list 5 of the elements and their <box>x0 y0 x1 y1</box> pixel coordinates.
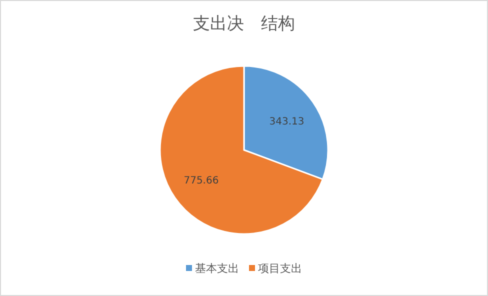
legend-label: 基本支出 <box>195 262 239 275</box>
data-label: 343.13 <box>269 116 304 128</box>
data-label: 775.66 <box>184 176 219 187</box>
legend-label: 项目支出 <box>258 262 302 275</box>
chart-title: 支出决 结构 <box>193 14 295 34</box>
